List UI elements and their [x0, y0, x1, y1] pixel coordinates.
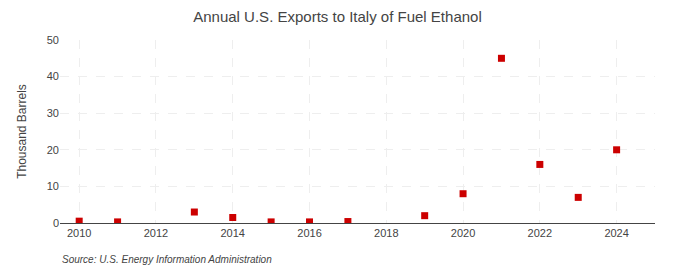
- svg-text:10: 10: [47, 180, 59, 192]
- svg-text:2022: 2022: [528, 227, 552, 239]
- svg-text:2014: 2014: [220, 227, 244, 239]
- svg-text:2024: 2024: [604, 227, 628, 239]
- svg-text:50: 50: [47, 34, 59, 46]
- svg-text:0: 0: [53, 217, 59, 229]
- svg-text:40: 40: [47, 70, 59, 82]
- svg-text:2016: 2016: [297, 227, 321, 239]
- svg-text:Annual U.S. Exports to Italy o: Annual U.S. Exports to Italy of Fuel Eth…: [193, 8, 482, 25]
- svg-text:Source: U.S. Energy Informatio: Source: U.S. Energy Information Administ…: [62, 254, 272, 265]
- svg-text:20: 20: [47, 144, 59, 156]
- svg-text:30: 30: [47, 107, 59, 119]
- svg-text:2010: 2010: [67, 227, 91, 239]
- svg-text:Thousand Barrels: Thousand Barrels: [15, 84, 29, 179]
- svg-text:2012: 2012: [144, 227, 168, 239]
- svg-text:2018: 2018: [374, 227, 398, 239]
- svg-text:2020: 2020: [451, 227, 475, 239]
